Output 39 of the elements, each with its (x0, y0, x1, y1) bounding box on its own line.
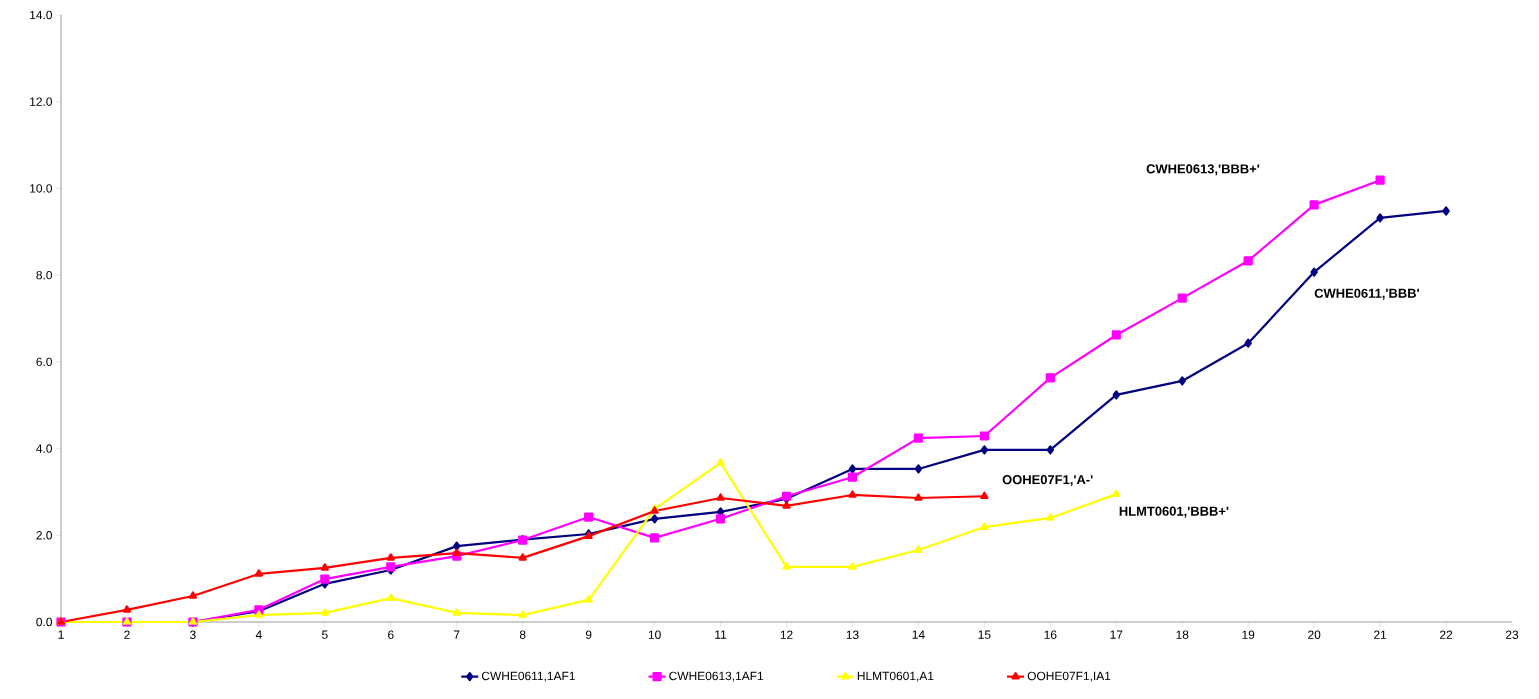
x-tick-label: 21 (1374, 630, 1387, 639)
x-tick-label: 6 (388, 630, 394, 639)
y-tick-label: 8.0 (36, 270, 53, 280)
x-tick-label: 13 (846, 630, 859, 639)
x-tick-label: 3 (190, 630, 196, 639)
x-tick-label: 17 (1110, 630, 1123, 639)
x-tick-label: 18 (1176, 630, 1189, 639)
y-tick-label: 14.0 (30, 10, 53, 20)
x-tick-label: 9 (585, 630, 592, 639)
legend-label: OOHE07F1,IA1 (1027, 671, 1111, 682)
x-tick-label: 11 (715, 630, 727, 639)
y-tick-label: 0.0 (36, 617, 53, 627)
x-tick-label: 8 (519, 630, 526, 639)
x-tick-label: 1 (58, 630, 64, 639)
x-tick-label: 14 (912, 630, 925, 639)
x-tick-label: 23 (1505, 630, 1519, 639)
x-tick-label: 16 (1044, 630, 1057, 639)
legend-label: CWHE0611,1AF1 (481, 671, 575, 682)
x-tick-label: 10 (648, 630, 661, 639)
y-tick-label: 6.0 (36, 357, 53, 367)
y-tick-label: 2.0 (36, 531, 53, 540)
annotation: CWHE0613,'BBB+' (1146, 164, 1260, 176)
x-tick-label: 20 (1308, 630, 1321, 639)
y-tick-label: 12.0 (30, 97, 53, 106)
x-tick-label: 22 (1440, 630, 1453, 639)
y-tick-label: 10.0 (30, 184, 53, 193)
x-tick-label: 15 (978, 630, 991, 639)
x-tick-label: 19 (1242, 630, 1255, 639)
legend-label: HLMT0601,A1 (857, 671, 934, 682)
x-tick-label: 4 (255, 630, 262, 639)
legend-label: CWHE0613,1AF1 (669, 671, 764, 682)
annotation: HLMT0601,'BBB+' (1119, 506, 1229, 518)
x-tick-label: 12 (780, 630, 793, 639)
x-tick-label: 2 (124, 630, 130, 639)
x-tick-label: 5 (321, 630, 328, 639)
annotation: CWHE0611,'BBB' (1314, 288, 1419, 300)
x-tick-label: 7 (454, 630, 460, 639)
y-tick-label: 4.0 (36, 444, 53, 453)
annotation: OOHE07F1,'A-' (1002, 475, 1093, 487)
